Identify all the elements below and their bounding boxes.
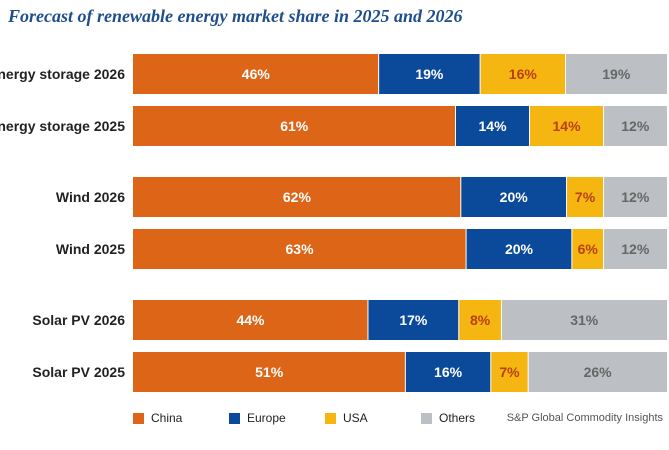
bar-segment-solar-pv-2026-usa [458,300,502,340]
legend-label-others: Others [439,411,476,425]
bar-segment-solar-pv-2025-europe [405,352,491,392]
bar-segment-wind-2026-europe [460,177,567,217]
data-label-energy-storage-2025-others: 12% [621,118,650,134]
data-label-energy-storage-2025-usa: 14% [553,118,582,134]
data-label-solar-pv-2025-usa: 7% [499,364,520,380]
legend-item-others: Others [421,411,517,425]
data-label-solar-pv-2025-china: 51% [255,364,284,380]
bar-segment-wind-2026-usa [566,177,604,217]
data-label-energy-storage-2025-china: 61% [280,118,309,134]
data-label-wind-2026-usa: 7% [575,189,596,205]
data-label-wind-2025-others: 12% [621,241,650,257]
legend-label-usa: USA [343,411,368,425]
legend-item-europe: Europe [229,411,325,425]
stacked-bar-chart: Energy storage 2026 46% 19% 16% 19% Energy st… [0,54,667,392]
data-label-solar-pv-2026-china: 44% [236,312,265,328]
bar-segment-wind-2025-china [133,229,467,269]
data-label-energy-storage-2026-others: 19% [602,66,631,82]
data-label-energy-storage-2026-usa: 16% [509,66,538,82]
legend: China Europe USA Others [133,411,517,425]
data-label-energy-storage-2025-europe: 14% [479,118,508,134]
bar-segment-energy-storage-2026-usa [480,54,566,94]
data-label-solar-pv-2026-europe: 17% [399,312,428,328]
legend-item-usa: USA [325,411,421,425]
category-label-energy-storage-2026: Energy storage 2026 [0,66,125,82]
chart-title: Forecast of renewable energy market shar… [8,6,463,26]
data-label-solar-pv-2026-others: 31% [570,312,599,328]
data-label-wind-2025-china: 63% [286,241,315,257]
bar-segment-energy-storage-2025-europe [455,106,530,146]
bar-segment-wind-2026-others [603,177,667,217]
bar-segment-energy-storage-2026-china [133,54,379,94]
bar-segment-solar-pv-2025-usa [490,352,529,392]
source-credit: S&P Global Commodity Insights [506,412,663,424]
bar-segment-energy-storage-2026-europe [378,54,481,94]
category-label-wind-2025: Wind 2025 [56,241,125,257]
data-label-solar-pv-2025-europe: 16% [434,364,463,380]
category-label-energy-storage-2025: Energy storage 2025 [0,118,125,134]
category-label-wind-2026: Wind 2026 [56,189,125,205]
legend-label-china: China [151,411,183,425]
bar-segment-energy-storage-2026-others [565,54,667,94]
data-label-wind-2026-europe: 20% [500,189,529,205]
bar-segment-solar-pv-2025-china [133,352,406,392]
data-label-wind-2026-others: 12% [621,189,650,205]
bar-segment-wind-2025-usa [571,229,604,269]
bar-segment-energy-storage-2025-others [603,106,667,146]
legend-label-europe: Europe [247,411,286,425]
legend-item-china: China [133,411,229,425]
data-label-energy-storage-2026-china: 46% [242,66,271,82]
legend-swatch-usa [325,412,336,424]
legend-swatch-others [421,412,432,424]
bar-segment-energy-storage-2025-usa [529,106,604,146]
data-label-wind-2026-china: 62% [283,189,312,205]
legend-swatch-europe [229,412,240,424]
data-label-solar-pv-2025-others: 26% [584,364,613,380]
legend-swatch-china [133,412,144,424]
bar-segment-solar-pv-2025-others [528,352,667,392]
bar-segment-solar-pv-2026-europe [367,300,459,340]
data-label-solar-pv-2026-usa: 8% [470,312,491,328]
bar-segment-wind-2025-europe [466,229,572,269]
bar-segment-solar-pv-2026-others [501,300,667,340]
bar-segment-solar-pv-2026-china [133,300,368,340]
category-label-solar-pv-2026: Solar PV 2026 [32,312,125,328]
data-label-energy-storage-2026-europe: 19% [415,66,444,82]
data-label-wind-2025-europe: 20% [505,241,534,257]
bar-segment-energy-storage-2025-china [133,106,456,146]
data-label-wind-2025-usa: 6% [578,241,599,257]
category-label-solar-pv-2025: Solar PV 2025 [32,364,125,380]
bar-segment-wind-2025-others [603,229,667,269]
bar-segment-wind-2026-china [133,177,461,217]
